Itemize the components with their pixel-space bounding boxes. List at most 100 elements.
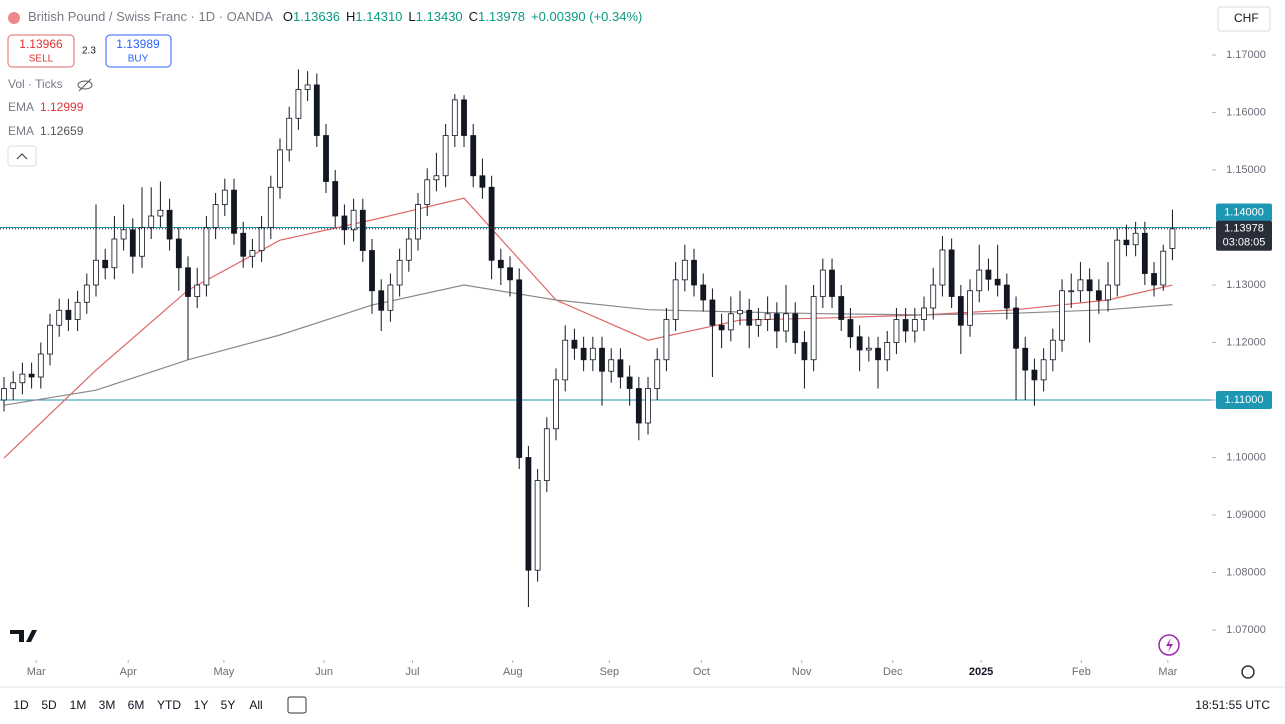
ohlc-value: 1.13636 [293, 9, 340, 24]
plot: 1.07000 1.08000 1.09000 1.10000 1.11000 1.120… [0, 49, 1272, 678]
candle-body [1022, 347, 1029, 371]
candle-body [120, 229, 127, 240]
candle-body [727, 313, 734, 331]
candle-body [829, 269, 835, 297]
candle-body [240, 232, 247, 257]
candle-body [28, 373, 35, 378]
change: +0.00390 (+0.34%) [531, 9, 642, 24]
ohlc-key: L [408, 9, 415, 24]
settings-icon[interactable] [1241, 665, 1255, 679]
y-tick-label: 1.09000 [1226, 509, 1266, 521]
candle-body [470, 135, 477, 177]
candle-body [884, 342, 891, 361]
candle-body [396, 259, 403, 286]
candle-body [553, 379, 559, 430]
candle-body [948, 249, 955, 297]
candle-body [525, 457, 532, 571]
candle-body [819, 269, 826, 297]
range-button[interactable]: 3M [99, 698, 116, 712]
range-button[interactable]: 1Y [194, 698, 209, 712]
candle-body [166, 209, 173, 240]
candle-body [415, 204, 421, 240]
clock: 18:51:55 UTC [1195, 698, 1270, 712]
candle-body [700, 284, 707, 301]
candle-body [847, 319, 854, 338]
candle-body [691, 259, 697, 286]
candle-body [258, 227, 265, 251]
range-button[interactable]: 1M [70, 698, 87, 712]
y-tick-label: 1.12000 [1226, 336, 1266, 348]
sell-button[interactable] [7, 34, 75, 68]
range-button[interactable]: 5Y [221, 698, 236, 712]
candle-body [902, 319, 909, 332]
range-button[interactable]: 5D [41, 698, 57, 712]
collapse-button[interactable] [7, 145, 37, 167]
header: British Pound / Swiss Franc · 1D · OANDA… [28, 9, 642, 24]
range-button[interactable]: 1D [13, 698, 29, 712]
candle-body [111, 238, 118, 269]
candle-body [911, 319, 918, 332]
candle-body [56, 309, 63, 326]
countdown: 03:08:05 [1223, 237, 1266, 249]
level-label: 1.14000 [1224, 206, 1264, 218]
ohlc-key: O [283, 9, 293, 24]
x-tick-label: 2025 [969, 666, 993, 678]
candle-body [497, 259, 504, 269]
x-tick-label: Dec [883, 666, 903, 678]
candle-body [1003, 284, 1010, 309]
ohlc-value: 1.14310 [355, 9, 402, 24]
candle-body [865, 347, 872, 351]
x-tick-label: Mar [27, 666, 46, 678]
candle-body [249, 250, 256, 257]
candle-body [654, 359, 661, 389]
candle-body [1151, 273, 1157, 286]
candle-body [369, 250, 375, 292]
symbol-icon [8, 12, 20, 24]
candle-body [10, 382, 17, 389]
candle-body [341, 215, 348, 231]
date-range-icon[interactable] [287, 696, 307, 714]
buy-button[interactable] [105, 34, 172, 68]
candle-body [718, 324, 725, 331]
range-button[interactable]: 6M [128, 698, 145, 712]
last-price-badge [1216, 220, 1272, 251]
spread: 2.3 [82, 46, 96, 57]
candle-body [663, 319, 670, 361]
candle-body [939, 249, 946, 286]
symbol: British Pound / Swiss Franc · 1D · OANDA [28, 9, 273, 24]
toolbar: 1D 5D 1M 3M 6M YTD 1Y 5Y All [13, 698, 262, 712]
candle-body [672, 279, 679, 320]
candle-body [1160, 250, 1167, 286]
ema-line [3, 284, 1173, 406]
candle-body [571, 339, 578, 349]
candle-body [1086, 279, 1093, 292]
y-tick-label: 1.16000 [1226, 106, 1266, 118]
candle-body [1169, 228, 1176, 249]
candle-body [534, 480, 541, 571]
candle-body [1123, 239, 1130, 246]
candle-body [185, 267, 191, 297]
candle-body [810, 296, 817, 361]
candle-body [479, 175, 486, 188]
currency-button[interactable] [1217, 6, 1271, 32]
candle-body [139, 227, 145, 257]
candle-body [461, 99, 467, 136]
candle-body [1141, 232, 1148, 274]
candle-body [589, 347, 596, 361]
candle-body [313, 84, 320, 136]
candle-body [175, 238, 182, 269]
level-label: 1.11000 [1225, 394, 1264, 406]
ema-legend-name: EMA [8, 124, 34, 138]
eye-icon[interactable] [77, 78, 93, 92]
candle-body [562, 339, 569, 381]
candle-body [1132, 232, 1139, 246]
candle-body [1049, 339, 1056, 361]
candle-body [856, 336, 863, 351]
candle-body [304, 84, 311, 90]
range-button[interactable]: YTD [157, 698, 181, 712]
candle-body [1068, 290, 1075, 293]
candle-body [976, 269, 983, 292]
range-button[interactable]: All [249, 698, 262, 712]
candle-body [755, 319, 762, 326]
